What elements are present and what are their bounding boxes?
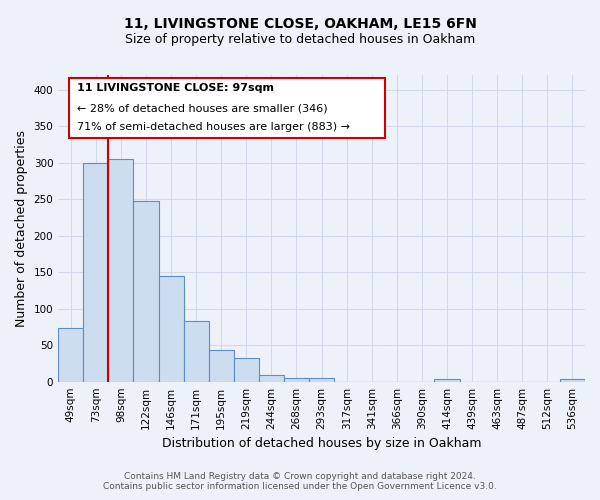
Text: 71% of semi-detached houses are larger (883) →: 71% of semi-detached houses are larger (… [77, 122, 350, 132]
Bar [560, 380, 585, 382]
Y-axis label: Number of detached properties: Number of detached properties [15, 130, 28, 327]
Bar [259, 375, 284, 382]
Bar [309, 378, 334, 382]
Text: Contains HM Land Registry data © Crown copyright and database right 2024.: Contains HM Land Registry data © Crown c… [124, 472, 476, 481]
Bar [158, 276, 184, 382]
Bar [109, 159, 133, 382]
Bar [184, 321, 209, 382]
Bar [83, 162, 109, 382]
Bar [434, 380, 460, 382]
Text: ← 28% of detached houses are smaller (346): ← 28% of detached houses are smaller (34… [77, 103, 327, 113]
Text: 11, LIVINGSTONE CLOSE, OAKHAM, LE15 6FN: 11, LIVINGSTONE CLOSE, OAKHAM, LE15 6FN [124, 18, 476, 32]
Text: Size of property relative to detached houses in Oakham: Size of property relative to detached ho… [125, 32, 475, 46]
FancyBboxPatch shape [69, 78, 385, 138]
Bar [133, 200, 158, 382]
Bar [58, 328, 83, 382]
Bar [234, 358, 259, 382]
Bar [209, 350, 234, 382]
Text: Contains public sector information licensed under the Open Government Licence v3: Contains public sector information licen… [103, 482, 497, 491]
Text: 11 LIVINGSTONE CLOSE: 97sqm: 11 LIVINGSTONE CLOSE: 97sqm [77, 82, 274, 92]
Bar [284, 378, 309, 382]
X-axis label: Distribution of detached houses by size in Oakham: Distribution of detached houses by size … [162, 437, 481, 450]
